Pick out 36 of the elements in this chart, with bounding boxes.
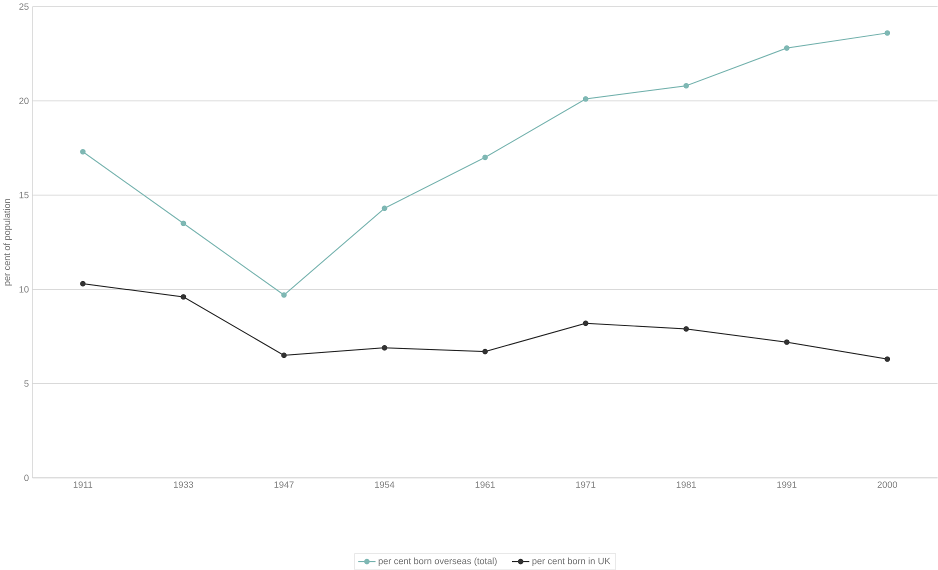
x-tick-label: 1961 <box>476 481 495 488</box>
x-tick-label: 2000 <box>878 481 898 488</box>
point <box>382 206 388 212</box>
point <box>582 96 588 102</box>
point <box>180 220 186 226</box>
point <box>482 348 488 354</box>
point <box>884 356 890 362</box>
x-tick-label: 1981 <box>676 481 696 488</box>
y-tick-label: 5 <box>24 380 29 387</box>
y-axis-title: per cent of population <box>3 199 12 286</box>
point <box>683 83 689 89</box>
point <box>180 294 186 300</box>
y-tick-label: 10 <box>20 286 29 293</box>
point <box>784 339 790 345</box>
x-tick-label: 1911 <box>74 481 92 488</box>
x-tick-label: 1954 <box>375 481 394 488</box>
y-tick-label: 25 <box>19 3 29 10</box>
point <box>80 280 86 287</box>
point <box>683 326 689 332</box>
point <box>281 292 287 298</box>
legend-label: per cent born in UK <box>532 558 610 566</box>
legend-label: per cent born overseas (total) <box>378 558 497 566</box>
point <box>382 345 388 351</box>
point <box>281 352 287 358</box>
x-tick-label: 1933 <box>174 481 194 488</box>
x-tick-label: 1991 <box>777 481 796 488</box>
y-tick-label: 15 <box>20 192 29 198</box>
point <box>482 154 488 160</box>
point <box>582 320 588 326</box>
y-tick-label: 0 <box>24 474 29 482</box>
x-tick-label: 1971 <box>576 481 596 488</box>
y-tick-label: 20 <box>19 98 29 104</box>
point <box>80 149 86 155</box>
point <box>884 30 890 36</box>
x-tick-label: 1947 <box>274 481 294 488</box>
point <box>784 45 790 51</box>
